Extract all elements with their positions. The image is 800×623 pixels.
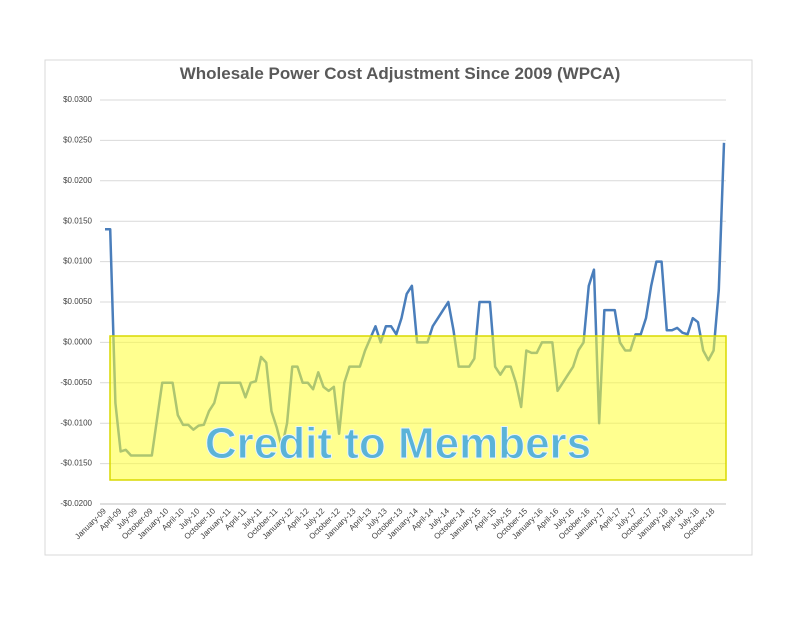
annotation: Credit to Members bbox=[205, 419, 591, 468]
y-tick-label: $0.0250 bbox=[63, 136, 92, 145]
y-tick-label: -$0.0100 bbox=[60, 418, 92, 427]
y-tick-label: -$0.0200 bbox=[60, 499, 92, 508]
y-tick-label: -$0.0150 bbox=[60, 459, 92, 468]
y-tick-label: $0.0300 bbox=[63, 95, 92, 104]
credit-overlay bbox=[109, 335, 727, 481]
y-tick-label: $0.0150 bbox=[63, 216, 92, 225]
y-tick-label: -$0.0050 bbox=[60, 378, 92, 387]
y-tick-label: $0.0050 bbox=[63, 297, 92, 306]
y-tick-label: $0.0100 bbox=[63, 257, 92, 266]
chart-title: Wholesale Power Cost Adjustment Since 20… bbox=[180, 64, 621, 83]
y-tick-label: $0.0000 bbox=[63, 338, 92, 347]
y-tick-label: $0.0200 bbox=[63, 176, 92, 185]
